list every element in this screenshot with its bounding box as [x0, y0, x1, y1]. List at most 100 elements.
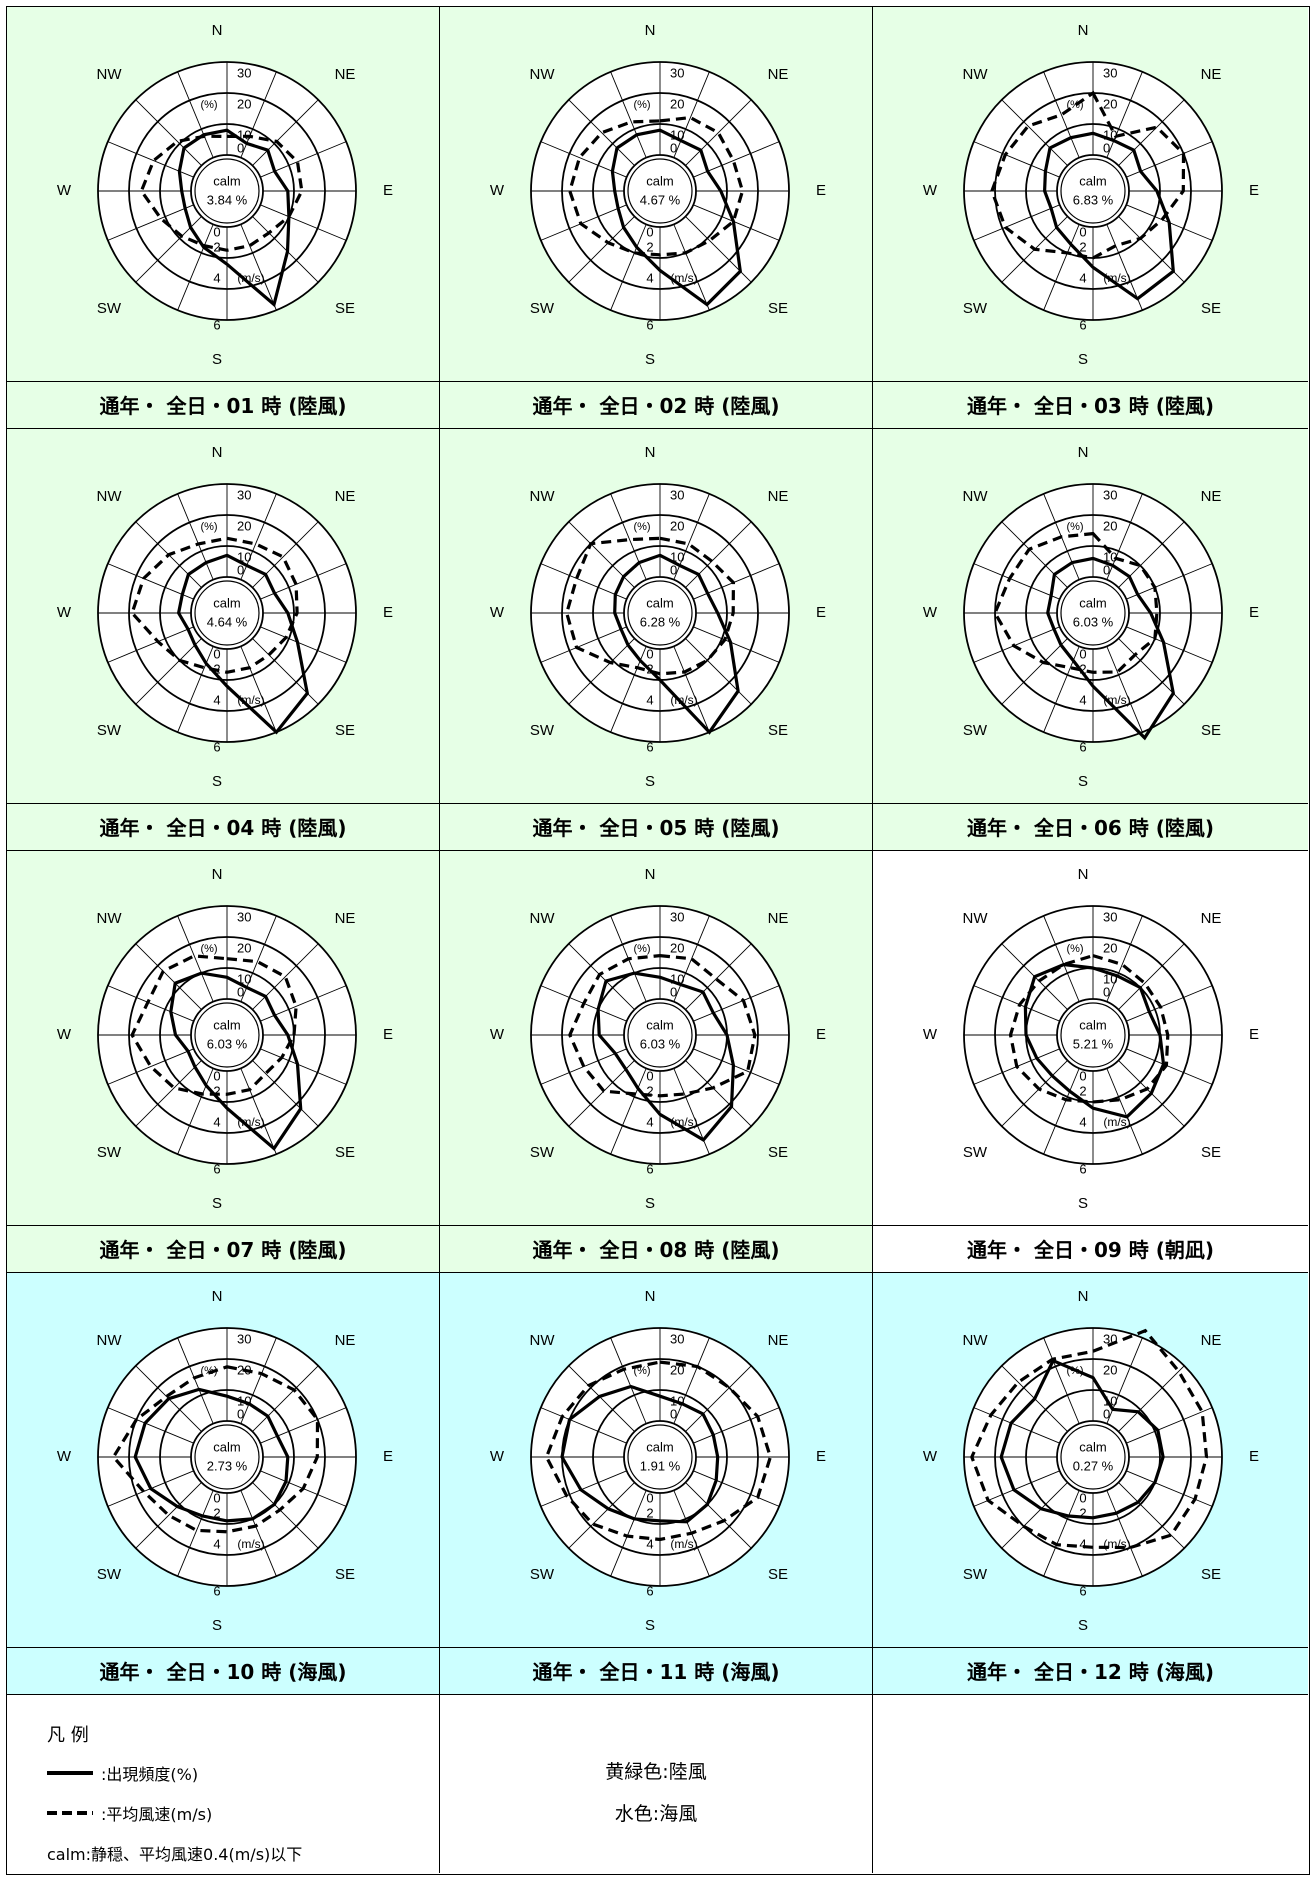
- freq-tick-label: 0: [1103, 984, 1110, 999]
- spoke: [540, 1048, 627, 1085]
- calm-circle: [194, 580, 260, 646]
- spoke: [240, 646, 277, 733]
- speed-tick-label: 0: [213, 1490, 220, 1505]
- speed-series-line: [130, 954, 298, 1096]
- wind-rose-cell: calm 6.83 % N S E W NE NW SE SW 10 20 30 0 (%) 0 2 4 6 (m/s…: [873, 7, 1308, 429]
- freq-tick-label: 10: [237, 549, 251, 564]
- label-SW: SW: [963, 1566, 988, 1583]
- spoke: [685, 1365, 752, 1432]
- label-S: S: [212, 351, 222, 368]
- speed-tick-label: 6: [1079, 739, 1086, 754]
- frequency-series-line: [1023, 962, 1166, 1119]
- ring: [128, 92, 326, 290]
- spoke: [693, 626, 780, 663]
- spoke: [973, 563, 1060, 600]
- spoke: [177, 71, 214, 158]
- label-W: W: [57, 182, 72, 199]
- calm-circle: [1060, 1002, 1126, 1068]
- speed-tick-label: 4: [1079, 1114, 1086, 1129]
- freq-tick-label: 20: [1103, 96, 1117, 111]
- spoke: [685, 1482, 752, 1549]
- spoke: [1106, 915, 1143, 1002]
- spoke: [177, 915, 214, 1002]
- speed-tick-label: 4: [646, 1536, 653, 1551]
- wind-rose-cell: calm 2.73 % N S E W NE NW SE SW 10 20 30 0 (%) 0 2 4 6 (m/s…: [7, 1273, 440, 1695]
- spoke: [568, 1482, 635, 1549]
- calm-label: calm: [213, 1017, 240, 1032]
- speed-tick-label: 2: [646, 1083, 653, 1098]
- spoke: [610, 1337, 647, 1424]
- speed-tick-label: 4: [213, 270, 220, 285]
- ring: [159, 545, 295, 681]
- freq-tick-label: 10: [670, 549, 684, 564]
- spoke: [673, 915, 710, 1002]
- calm-label: calm: [646, 173, 673, 188]
- label-NE: NE: [335, 66, 356, 83]
- speed-tick-label: 0: [213, 646, 220, 661]
- spoke: [107, 626, 194, 663]
- freq-unit-label: (%): [200, 943, 217, 955]
- freq-unit-label: (%): [633, 521, 650, 533]
- calm-value: 3.84 %: [207, 192, 248, 207]
- label-S: S: [1078, 1617, 1088, 1634]
- label-E: E: [816, 1026, 826, 1043]
- spoke: [1126, 1470, 1213, 1507]
- freq-tick-label: 20: [1103, 518, 1117, 533]
- label-W: W: [490, 1448, 505, 1465]
- freq-tick-label: 30: [1103, 65, 1117, 80]
- speed-tick-label: 2: [213, 1083, 220, 1098]
- spoke: [685, 943, 752, 1010]
- spoke: [252, 216, 319, 283]
- spoke: [1043, 224, 1080, 311]
- legend-sea-note: 水色:海風: [614, 1803, 698, 1825]
- label-W: W: [57, 1026, 72, 1043]
- freq-tick-label: 0: [1103, 562, 1110, 577]
- freq-tick-label: 0: [237, 984, 244, 999]
- freq-tick-label: 20: [237, 518, 251, 533]
- label-S: S: [212, 1617, 222, 1634]
- label-N: N: [645, 866, 656, 883]
- label-NW: NW: [97, 488, 123, 505]
- wind-rose-cell: calm 6.03 % N S E W NE NW SE SW 10 20 30 0 (%) 0 2 4 6 (m/s…: [873, 429, 1308, 851]
- speed-series-line: [970, 1328, 1209, 1550]
- dashed-line-swatch-icon: [47, 1811, 93, 1815]
- spoke: [673, 224, 710, 311]
- label-S: S: [645, 773, 655, 790]
- ring: [561, 514, 759, 712]
- spoke: [1001, 1482, 1068, 1549]
- freq-tick-label: 10: [670, 1393, 684, 1408]
- spoke: [252, 1482, 319, 1549]
- spoke: [252, 521, 319, 588]
- calm-label: calm: [213, 595, 240, 610]
- ring: [623, 576, 697, 650]
- spoke: [693, 1470, 780, 1507]
- freq-tick-label: 0: [670, 1406, 677, 1421]
- frequency-series-line: [133, 1387, 290, 1523]
- spoke: [693, 1048, 780, 1085]
- spoke: [973, 204, 1060, 241]
- speed-tick-label: 4: [646, 270, 653, 285]
- freq-tick-label: 30: [1103, 909, 1117, 924]
- speed-tick-label: 0: [646, 1490, 653, 1505]
- label-SW: SW: [963, 300, 988, 317]
- label-SW: SW: [530, 722, 555, 739]
- label-NE: NE: [1201, 910, 1222, 927]
- spoke: [1126, 563, 1213, 600]
- legend-land-note: 黄緑色:陸風: [605, 1761, 707, 1783]
- speed-tick-label: 6: [213, 1161, 220, 1176]
- spoke: [610, 1490, 647, 1577]
- spoke: [673, 71, 710, 158]
- speed-tick-label: 2: [1079, 1083, 1086, 1098]
- label-E: E: [383, 1026, 393, 1043]
- wind-rose-cell: calm 6.03 % N S E W NE NW SE SW 10 20 30 0 (%) 0 2 4 6 (m/s…: [440, 851, 873, 1273]
- spoke: [240, 1068, 277, 1155]
- speed-unit-label: (m/s): [237, 271, 264, 285]
- calm-value: 6.28 %: [640, 614, 681, 629]
- freq-tick-label: 10: [1103, 1393, 1117, 1408]
- label-NE: NE: [1201, 66, 1222, 83]
- label-NE: NE: [768, 1332, 789, 1349]
- calm-label: calm: [1079, 1017, 1106, 1032]
